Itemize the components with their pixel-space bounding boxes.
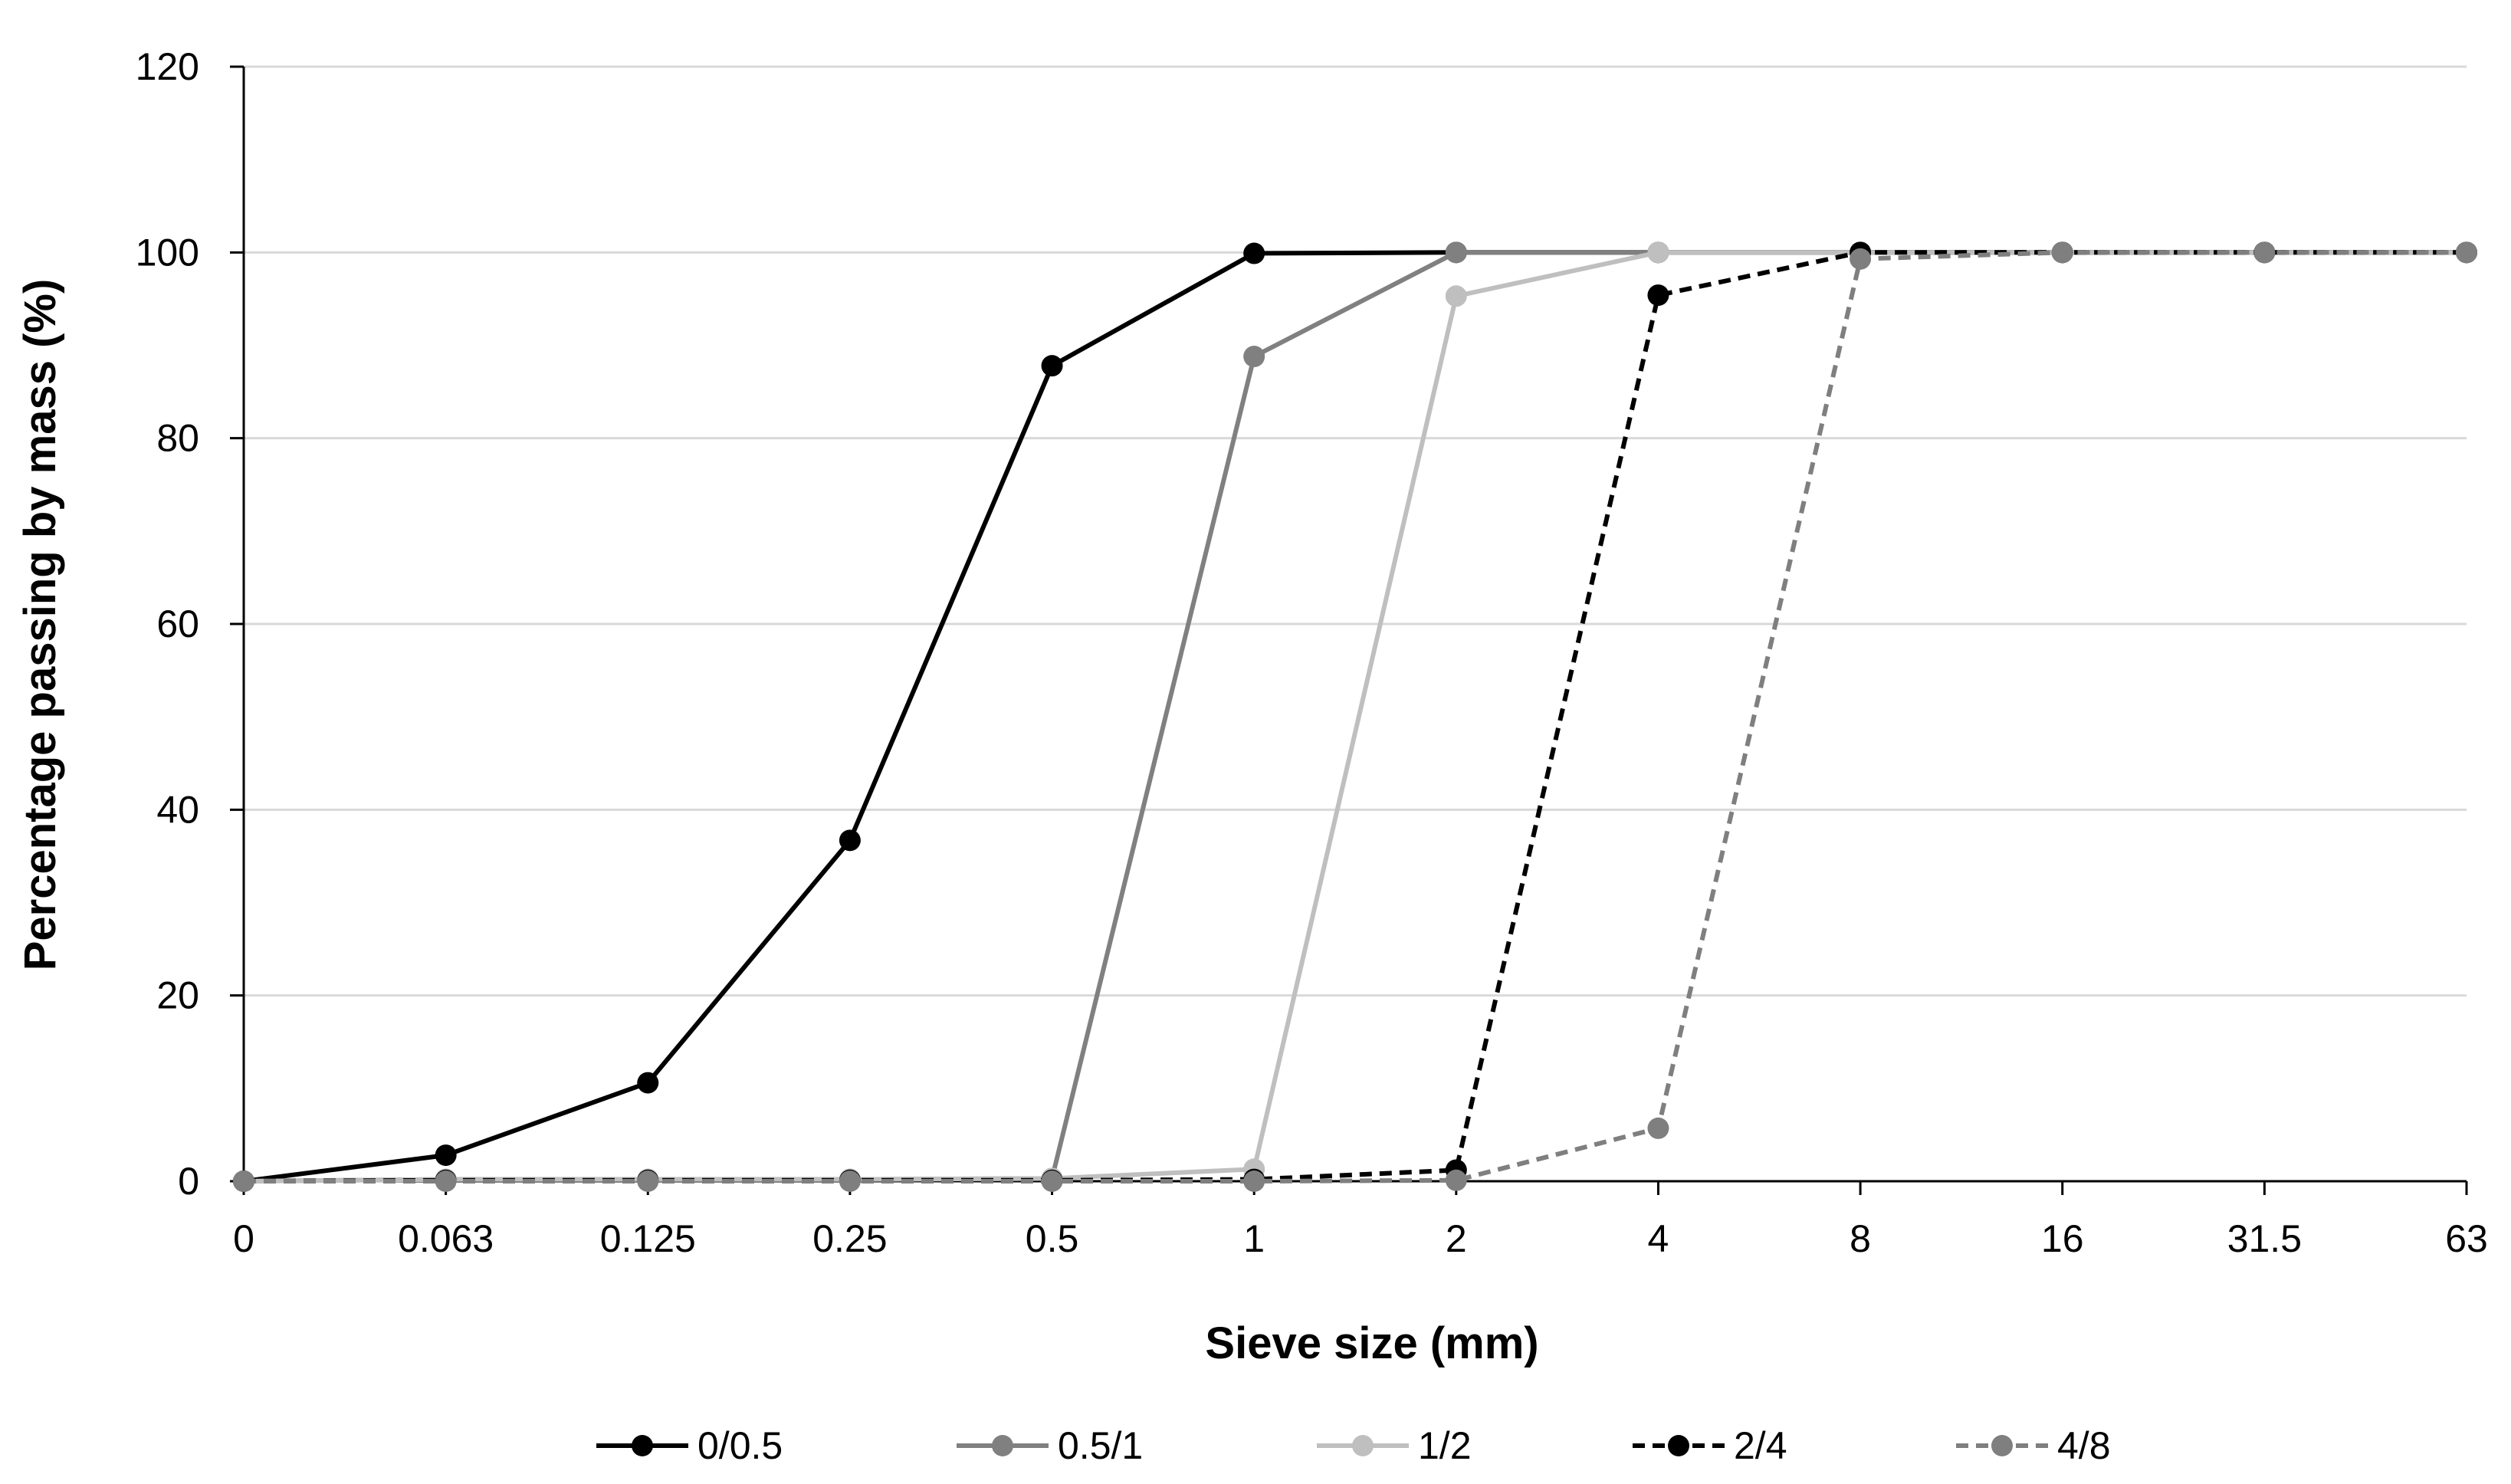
legend-swatch-marker bbox=[1352, 1435, 1374, 1456]
y-tick-label: 60 bbox=[156, 602, 199, 645]
legend-label: 1/2 bbox=[1418, 1424, 1472, 1467]
legend-label: 4/8 bbox=[2057, 1424, 2111, 1467]
series-0.5/1 bbox=[233, 241, 2477, 1192]
x-tick-label: 0 bbox=[233, 1217, 254, 1260]
y-tick-label: 80 bbox=[156, 417, 199, 460]
legend-swatch-marker bbox=[1991, 1435, 2013, 1456]
legend-item-2/4: 2/4 bbox=[1633, 1424, 1787, 1467]
data-point bbox=[1445, 285, 1467, 307]
series-line bbox=[243, 250, 2467, 1184]
series-line bbox=[244, 250, 2467, 1184]
x-tick-label: 0.25 bbox=[812, 1217, 887, 1260]
y-tick-labels: 0 20 40 60 80 100 120 bbox=[136, 45, 199, 1203]
legend-swatch-marker bbox=[992, 1435, 1013, 1456]
legend-item-1/2: 1/2 bbox=[1317, 1424, 1472, 1467]
legend-item-0/0.5: 0/0.5 bbox=[596, 1424, 783, 1467]
x-tick-label: 1 bbox=[1243, 1217, 1265, 1260]
series-line bbox=[243, 250, 2467, 1184]
series-0/0.5 bbox=[233, 241, 2477, 1192]
x-tick-label: 0.063 bbox=[398, 1217, 494, 1260]
x-tick-labels: 0 0.063 0.125 0.25 0.5 1 2 4 8 16 31.5 63 bbox=[233, 1217, 2488, 1260]
y-tick-label: 100 bbox=[136, 231, 199, 274]
y-tick-label: 120 bbox=[136, 45, 199, 88]
legend-label: 0.5/1 bbox=[1058, 1424, 1143, 1467]
x-tick-label: 63 bbox=[2445, 1217, 2488, 1260]
y-axis-title: Percentage passing by mass (%) bbox=[15, 279, 65, 971]
x-tick-label: 2 bbox=[1446, 1217, 1467, 1260]
data-point bbox=[1850, 248, 1872, 270]
x-tick-label: 0.5 bbox=[1026, 1217, 1079, 1260]
legend-item-4/8: 4/8 bbox=[1956, 1424, 2111, 1467]
legend-swatch-marker bbox=[1668, 1435, 1689, 1456]
data-point bbox=[839, 1170, 861, 1192]
series-4/8 bbox=[233, 241, 2477, 1192]
series-2/4 bbox=[233, 241, 2477, 1192]
x-tick-label: 4 bbox=[1648, 1217, 1669, 1260]
data-point bbox=[1243, 1170, 1265, 1192]
data-point bbox=[1647, 241, 1669, 264]
y-tick-label: 0 bbox=[178, 1160, 199, 1203]
data-point bbox=[637, 1072, 659, 1094]
x-axis-title: Sieve size (mm) bbox=[1205, 1318, 1538, 1368]
x-tick-label: 16 bbox=[2041, 1217, 2084, 1260]
data-point bbox=[1647, 1117, 1669, 1139]
series-line bbox=[243, 250, 2467, 1184]
series-lines bbox=[233, 241, 2477, 1192]
legend-item-0.5/1: 0.5/1 bbox=[957, 1424, 1143, 1467]
data-point bbox=[2456, 241, 2477, 264]
gridlines bbox=[244, 65, 2467, 997]
axes bbox=[230, 65, 2468, 1195]
data-point bbox=[1041, 1170, 1063, 1192]
x-tick-label: 8 bbox=[1850, 1217, 1871, 1260]
data-point bbox=[1445, 1169, 1467, 1191]
data-point bbox=[1041, 355, 1063, 377]
y-tick-label: 40 bbox=[156, 788, 199, 831]
legend-swatch-marker bbox=[632, 1435, 653, 1456]
data-point bbox=[839, 829, 861, 852]
legend-label: 0/0.5 bbox=[698, 1424, 783, 1467]
data-point bbox=[435, 1170, 457, 1192]
data-point bbox=[435, 1144, 457, 1167]
data-point bbox=[233, 1170, 254, 1192]
data-point bbox=[637, 1170, 659, 1192]
series-line bbox=[243, 250, 2467, 1184]
data-point bbox=[2253, 241, 2276, 264]
x-tick-label: 31.5 bbox=[2227, 1217, 2302, 1260]
data-point bbox=[1243, 242, 1265, 264]
x-tick-label: 0.125 bbox=[600, 1217, 696, 1260]
legend-label: 2/4 bbox=[1734, 1424, 1787, 1467]
data-point bbox=[2051, 241, 2073, 264]
legend: 0/0.5 0.5/1 1/2 2/4 4/8 bbox=[596, 1424, 2111, 1467]
y-tick-label: 20 bbox=[156, 974, 199, 1017]
data-point bbox=[1647, 284, 1669, 307]
data-point bbox=[1445, 241, 1467, 264]
data-point bbox=[1243, 346, 1265, 368]
series-1/2 bbox=[233, 241, 2477, 1192]
